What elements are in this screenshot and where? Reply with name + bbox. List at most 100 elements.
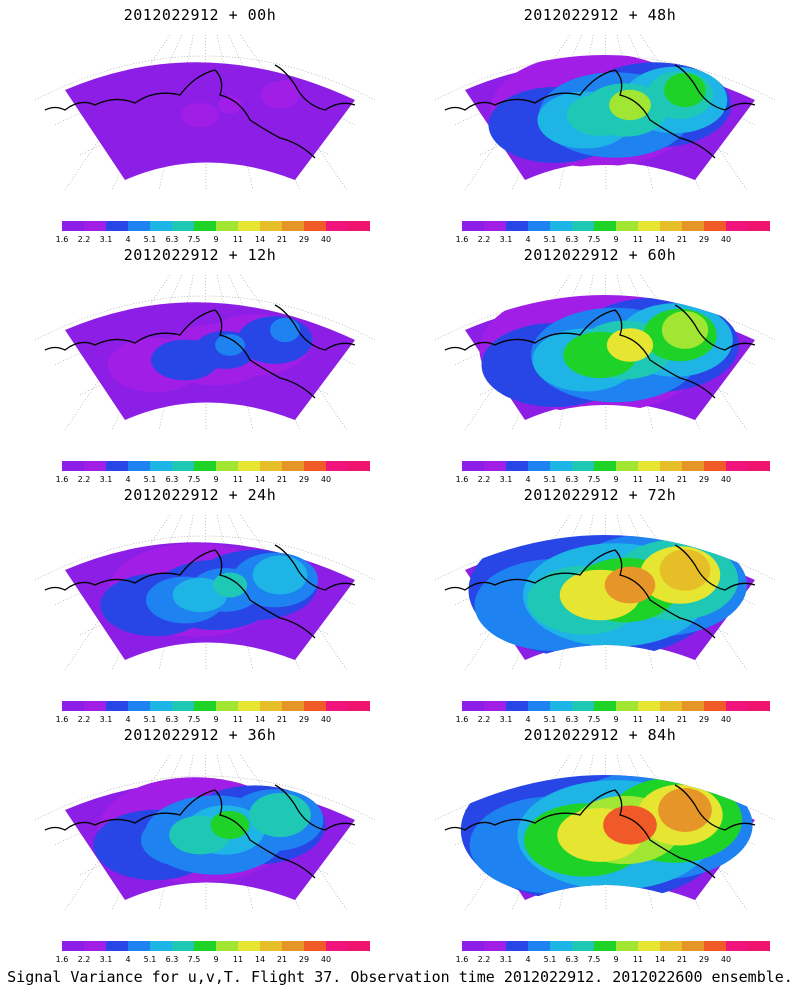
colorbar-segment: [150, 941, 172, 951]
colorbar-segment: [462, 701, 484, 711]
colorbar-tick-label: 1.6: [455, 475, 469, 484]
variance-field: [65, 777, 355, 900]
colorbar-tick-label: 2.2: [77, 715, 91, 724]
colorbar-segment: [462, 461, 484, 471]
colorbar-labels: 1.6 2.2 3.1 4 5.1 6.3 7.5 9 11 14 21 29 40: [452, 475, 772, 485]
colorbar: [462, 221, 770, 231]
coastline: [44, 544, 356, 639]
colorbar-segment: [572, 221, 594, 231]
colorbar-tick-label: 14: [254, 475, 266, 484]
colorbar-segment: [348, 701, 370, 711]
colorbar: [62, 461, 370, 471]
colorbar-segment: [550, 701, 572, 711]
colorbar-segment: [304, 461, 326, 471]
colorbar-segment: [726, 941, 748, 951]
colorbar-tick-label: 21: [676, 235, 688, 244]
colorbar-segment: [128, 941, 150, 951]
colorbar-tick-label: 3.1: [499, 475, 513, 484]
colorbar-tick-label: 1.6: [55, 715, 69, 724]
colorbar-segment: [726, 461, 748, 471]
colorbar-tick-label: 11: [632, 955, 644, 964]
colorbar-segment: [172, 221, 194, 231]
colorbar-segment: [726, 701, 748, 711]
colorbar-segment: [194, 461, 216, 471]
colorbar-tick-label: 29: [698, 715, 710, 724]
colorbar-tick-label: 9: [213, 475, 219, 484]
colorbar: [62, 941, 370, 951]
colorbar-segment: [594, 941, 616, 951]
colorbar-segment: [506, 941, 528, 951]
colorbar-segment: [260, 461, 282, 471]
colorbar-segment: [748, 941, 770, 951]
colorbar-tick-label: 7.5: [587, 955, 601, 964]
colorbar-tick-label: 4: [125, 475, 131, 484]
colorbar-tick-label: 14: [254, 235, 266, 244]
colorbar-segment: [506, 461, 528, 471]
colorbar-segment: [84, 461, 106, 471]
colorbar-segment: [528, 941, 550, 951]
colorbar-tick-label: 40: [320, 715, 332, 724]
variance-map: [434, 34, 776, 191]
colorbar-segment: [282, 461, 304, 471]
colorbar-tick-label: 6.3: [565, 955, 579, 964]
colorbar-tick-label: 1.6: [55, 235, 69, 244]
colorbar-tick-label: 7.5: [187, 235, 201, 244]
forecast-panel: 2012022912 + 48h 1.6 2.2 3.1 4 5.1 6.3 7.5 9 11 14…: [400, 0, 800, 244]
colorbar-tick-label: 14: [254, 955, 266, 964]
coastline: [44, 304, 356, 399]
colorbar-tick-label: 11: [632, 475, 644, 484]
colorbar-tick-label: 4: [525, 955, 531, 964]
colorbar-segment: [704, 461, 726, 471]
colorbar-tick-label: 6.3: [165, 715, 179, 724]
variance-field: [460, 775, 755, 904]
coastline: [444, 784, 756, 879]
colorbar-segment: [326, 701, 348, 711]
colorbar-tick-label: 14: [654, 955, 666, 964]
colorbar-segment: [616, 461, 638, 471]
colorbar-segment: [660, 701, 682, 711]
colorbar-segment: [238, 461, 260, 471]
colorbar-tick-label: 1.6: [455, 955, 469, 964]
colorbar-tick-label: 6.3: [565, 715, 579, 724]
colorbar-segment: [238, 941, 260, 951]
panel-title: 2012022912 + 48h: [523, 6, 677, 24]
panel-title: 2012022912 + 24h: [123, 486, 277, 504]
colorbar-segment: [150, 701, 172, 711]
colorbar-tick-label: 5.1: [143, 955, 157, 964]
colorbar-segment: [172, 941, 194, 951]
colorbar-tick-label: 9: [213, 955, 219, 964]
colorbar-tick-label: 40: [720, 235, 732, 244]
variance-field: [65, 62, 355, 180]
colorbar-tick-label: 14: [654, 235, 666, 244]
colorbar-tick-label: 40: [720, 955, 732, 964]
variance-map: [434, 514, 776, 671]
colorbar-tick-label: 14: [654, 715, 666, 724]
colorbar-tick-label: 7.5: [187, 955, 201, 964]
colorbar-tick-label: 21: [276, 475, 288, 484]
colorbar-segment: [594, 221, 616, 231]
colorbar-segment: [326, 461, 348, 471]
coastline: [444, 64, 756, 159]
colorbar-segment: [484, 221, 506, 231]
colorbar-segment: [84, 941, 106, 951]
colorbar-segment: [572, 941, 594, 951]
colorbar-tick-label: 3.1: [99, 955, 113, 964]
colorbar-segment: [484, 941, 506, 951]
coastline: [444, 544, 756, 639]
colorbar-tick-label: 21: [676, 715, 688, 724]
colorbar-segment: [106, 461, 128, 471]
panel-title: 2012022912 + 72h: [523, 486, 677, 504]
colorbar-tick-label: 29: [698, 475, 710, 484]
colorbar-segment: [282, 701, 304, 711]
colorbar-tick-label: 6.3: [565, 235, 579, 244]
variance-field: [65, 302, 355, 420]
colorbar-segment: [550, 461, 572, 471]
colorbar-tick-label: 21: [276, 715, 288, 724]
colorbar-tick-label: 7.5: [187, 475, 201, 484]
colorbar-segment: [528, 461, 550, 471]
colorbar-segment: [550, 221, 572, 231]
colorbar-segment: [682, 941, 704, 951]
colorbar-segment: [216, 701, 238, 711]
colorbar-segment: [304, 221, 326, 231]
forecast-panel: 2012022912 + 72h 1.6 2.2 3.1 4 5.1 6.3 7.5 9 11 14…: [400, 480, 800, 724]
